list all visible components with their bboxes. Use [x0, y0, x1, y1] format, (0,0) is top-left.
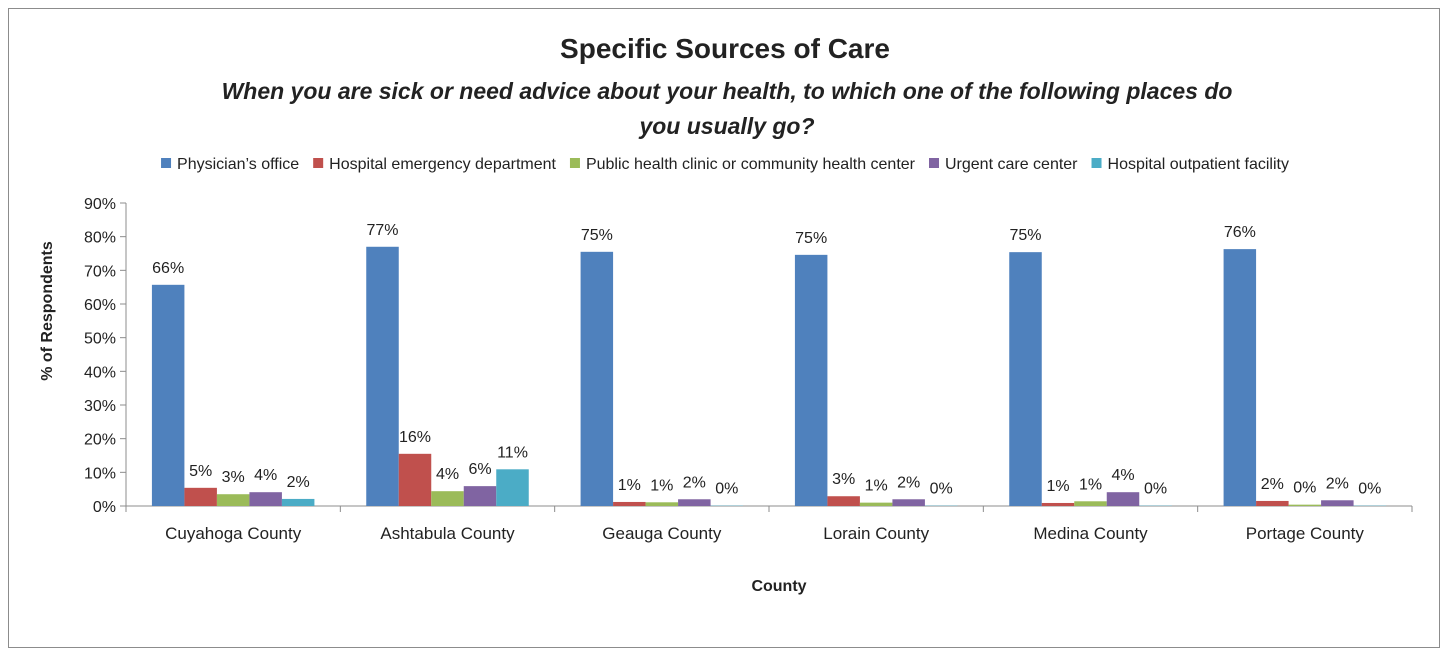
bar — [184, 488, 217, 506]
bar — [1321, 500, 1354, 506]
bar — [1009, 252, 1042, 506]
legend-swatch — [161, 158, 171, 168]
y-tick-label: 70% — [84, 263, 116, 280]
y-tick-label: 50% — [84, 331, 116, 348]
data-label: 6% — [468, 461, 491, 478]
data-label: 2% — [897, 474, 920, 491]
bar — [1042, 503, 1075, 506]
data-label: 77% — [366, 222, 398, 239]
bar — [581, 252, 614, 506]
legend-item: Physician’s office — [161, 156, 299, 173]
y-tick-label: 40% — [84, 364, 116, 381]
data-label: 0% — [1358, 481, 1381, 498]
x-tick-label: Cuyahoga County — [165, 524, 302, 543]
bar — [827, 496, 860, 506]
data-label: 0% — [1293, 480, 1316, 497]
legend-item: Public health clinic or community health… — [570, 156, 916, 173]
y-tick-label: 20% — [84, 432, 116, 449]
x-tick-label: Ashtabula County — [380, 524, 515, 543]
y-axis: 0% 10% 20% 30% 40% 50% 60% 70% 80% 90% — [84, 196, 126, 516]
legend-swatch — [570, 158, 580, 168]
data-label: 76% — [1224, 224, 1256, 241]
y-tick-label: 0% — [93, 499, 116, 516]
legend-item: Urgent care center — [929, 156, 1078, 173]
data-label: 1% — [865, 478, 888, 495]
data-label: 11% — [497, 444, 528, 461]
chart-title: Specific Sources of Care — [560, 33, 890, 64]
y-tick-label: 10% — [84, 465, 116, 482]
bar — [1256, 501, 1289, 506]
legend: Physician’s office Hospital emergency dep… — [161, 156, 1289, 173]
legend-swatch — [929, 158, 939, 168]
bars — [152, 247, 1386, 506]
legend-label: Physician’s office — [177, 156, 299, 173]
data-label: 0% — [1144, 481, 1167, 498]
x-tick-label: Lorain County — [823, 524, 929, 543]
legend-label: Hospital outpatient facility — [1108, 156, 1289, 173]
bar — [1074, 501, 1107, 506]
data-label: 75% — [1009, 227, 1041, 244]
x-axis: Cuyahoga County Ashtabula County Geauga Co… — [126, 506, 1412, 543]
data-label: 2% — [1326, 475, 1349, 492]
x-tick-label: Geauga County — [602, 524, 722, 543]
data-label: 66% — [152, 260, 184, 277]
y-tick-label: 90% — [84, 196, 116, 213]
bar — [795, 255, 828, 506]
data-label: 75% — [581, 227, 613, 244]
legend-swatch — [313, 158, 323, 168]
bar — [399, 454, 432, 506]
data-label: 5% — [189, 463, 212, 480]
bar — [496, 469, 529, 506]
bar — [892, 499, 925, 506]
bar — [860, 503, 893, 506]
data-label: 3% — [222, 469, 245, 486]
data-label: 4% — [436, 466, 459, 483]
y-tick-label: 80% — [84, 230, 116, 247]
legend-label: Public health clinic or community health… — [586, 156, 916, 173]
chart-subtitle-line-1: When you are sick or need advice about y… — [222, 78, 1233, 104]
data-label: 4% — [254, 467, 277, 484]
data-label: 16% — [399, 429, 431, 446]
bar — [464, 486, 497, 506]
data-label: 2% — [287, 474, 310, 491]
y-axis-title: % of Respondents — [39, 241, 56, 381]
data-label: 2% — [1261, 476, 1284, 493]
chart-subtitle-line-2: you usually go? — [638, 113, 814, 139]
bar — [1289, 505, 1322, 506]
bar — [678, 499, 711, 506]
bar — [249, 492, 282, 506]
bar — [282, 499, 315, 506]
data-label: 1% — [1079, 476, 1102, 493]
bar — [152, 285, 185, 506]
y-tick-label: 60% — [84, 297, 116, 314]
data-label: 0% — [930, 481, 953, 498]
bar — [646, 502, 679, 506]
x-tick-label: Portage County — [1246, 524, 1365, 543]
data-label: 0% — [715, 481, 738, 498]
bar — [613, 502, 646, 506]
bar — [1224, 249, 1257, 506]
bar — [1107, 492, 1140, 506]
data-label: 75% — [795, 230, 827, 247]
data-label: 2% — [683, 474, 706, 491]
bar — [217, 494, 250, 506]
legend-item: Hospital emergency department — [313, 156, 556, 173]
legend-label: Hospital emergency department — [329, 156, 556, 173]
legend-swatch — [1092, 158, 1102, 168]
bar — [431, 491, 464, 506]
data-labels: 66% 5% 3% 4% 2% 77% 16% 4% 6% 11% 75% 1% 1% 2% 0% 75% 3%… — [152, 222, 1381, 498]
x-tick-label: Medina County — [1033, 524, 1148, 543]
legend-label: Urgent care center — [945, 156, 1078, 173]
x-axis-title: County — [751, 578, 806, 595]
data-label: 1% — [618, 477, 641, 494]
legend-item: Hospital outpatient facility — [1092, 156, 1289, 173]
data-label: 4% — [1111, 467, 1134, 484]
data-label: 1% — [650, 477, 673, 494]
bar — [366, 247, 399, 506]
y-tick-label: 30% — [84, 398, 116, 415]
data-label: 3% — [832, 471, 855, 488]
data-label: 1% — [1046, 478, 1069, 495]
